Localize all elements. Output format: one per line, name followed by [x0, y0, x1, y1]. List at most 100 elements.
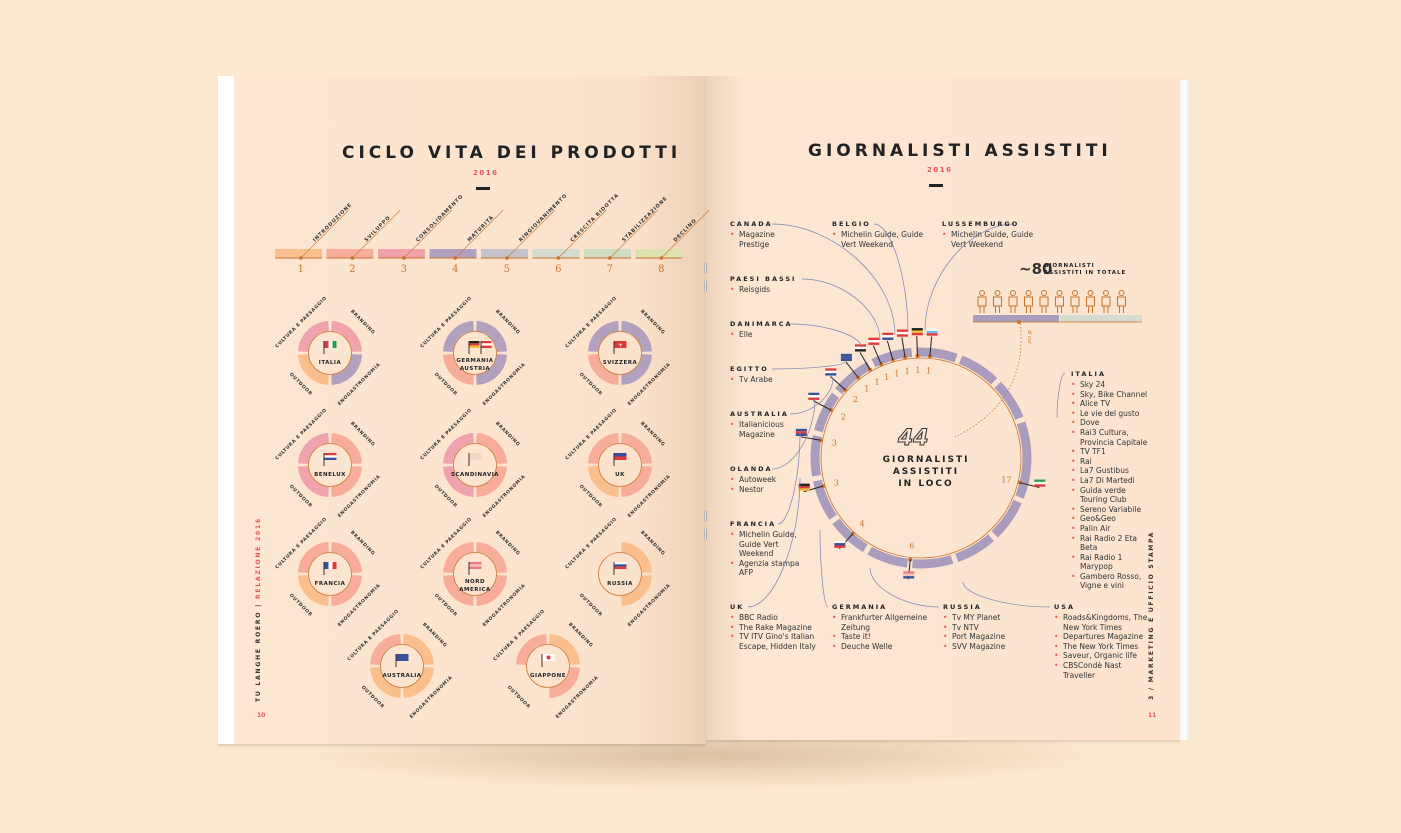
flag-stripe	[324, 455, 337, 458]
stage-leader-line	[661, 209, 710, 259]
media-item: The New York Times	[1054, 642, 1154, 652]
media-item: Geo&Geo	[1071, 514, 1151, 524]
stage-leader-line	[506, 209, 556, 259]
flag-pole	[886, 340, 894, 361]
person-head	[1072, 290, 1078, 296]
country-connector	[771, 223, 896, 336]
stage-leader-line	[403, 209, 453, 259]
donut-segment-tl	[443, 542, 475, 574]
stage-dot	[505, 256, 509, 260]
media-item: CBSCondè Nast Traveller	[1054, 661, 1154, 680]
ring-flag-stripe	[795, 433, 807, 437]
flag-pole	[901, 337, 906, 358]
ring-flag-stripe	[882, 337, 894, 340]
donut-inner-ring	[308, 552, 352, 596]
media-item: Palin Air	[1071, 524, 1151, 534]
person-icon	[1039, 290, 1049, 313]
donut-segment-tr	[475, 542, 507, 574]
media-item: BBC Radio	[730, 613, 825, 623]
stage-number: 6	[555, 264, 561, 275]
stage-number: 4	[452, 264, 458, 275]
donut-segment-bl	[298, 574, 330, 606]
stage-bar	[635, 249, 683, 258]
donut-inner-ring	[380, 644, 424, 688]
media-item: La7 Di Martedì	[1071, 476, 1151, 486]
country-heading: LUSSEMBURGO	[942, 220, 1020, 228]
person-body	[1008, 296, 1018, 307]
country-connector	[869, 567, 940, 608]
ring-flag-stripe	[795, 431, 807, 434]
donut-segment-tl	[588, 433, 620, 465]
media-list: Michelin Guide, Guide Vert Weekend	[942, 230, 1042, 249]
country-heading: BELGIO	[832, 220, 871, 228]
donut-segment-bl	[588, 353, 620, 385]
person-head	[1056, 290, 1063, 296]
donut-segment-tr	[475, 433, 507, 465]
flag-stripe	[328, 562, 333, 569]
media-list: Magazine Prestige	[730, 230, 790, 249]
media-item: Sky, Bike Channel	[1071, 390, 1151, 400]
media-item: Nestor	[730, 485, 815, 495]
ring-flag-stripe	[911, 330, 923, 333]
donut-inner-ring	[598, 552, 642, 596]
ring-value-label: 3	[832, 439, 837, 448]
right-page-title: GIORNALISTI ASSISTITI	[808, 141, 1112, 161]
market-name-2: AUSTRIA	[460, 366, 491, 372]
media-item: Agenzia stampa AFP	[730, 559, 800, 578]
left-page-number: 10	[257, 712, 266, 719]
right-page-number: 11	[1148, 712, 1157, 719]
person-head	[1103, 290, 1109, 296]
flag-stripe	[469, 345, 480, 348]
flag-emblem	[546, 655, 551, 660]
ring-flag-stripe	[911, 328, 923, 331]
media-item: TV TF1	[1071, 447, 1151, 457]
donut-segment-tr	[620, 542, 652, 574]
country-heading: EGITTO	[730, 365, 769, 373]
person-body	[993, 296, 1002, 307]
ring-flag-stripe	[834, 540, 846, 544]
ring-value-label: 2	[841, 413, 846, 422]
flag-stripe	[481, 341, 492, 344]
market-name: BENELUX	[314, 472, 346, 478]
person-icon	[993, 290, 1002, 313]
stage-dot	[402, 256, 406, 260]
staple-bottom	[704, 510, 707, 522]
person-head	[1118, 290, 1125, 296]
media-list: Italianicious Magazine	[730, 420, 790, 439]
donut-segment-tr	[548, 634, 580, 666]
person-head	[1087, 290, 1094, 296]
ring-value-label: 2	[853, 395, 858, 404]
market-name: RUSSIA	[607, 581, 633, 587]
person-icon	[1055, 290, 1064, 313]
flag-stripe	[328, 341, 333, 348]
stage-dot	[299, 256, 303, 260]
flag-pole	[872, 345, 882, 365]
media-item: La7 Gustibus	[1071, 466, 1151, 476]
donut-segment-bl	[588, 465, 620, 497]
market-name: SCANDINAVIA	[451, 472, 499, 478]
country-heading: ITALIA	[1071, 370, 1106, 378]
media-item: Sereno Variabile	[1071, 505, 1151, 515]
center-label-line-2: ASSISTITI	[892, 467, 960, 477]
person-body	[1024, 296, 1033, 307]
donut-segment-tr	[620, 321, 652, 353]
ring-value-label: 4	[860, 519, 865, 528]
donut-segment-bl	[443, 353, 475, 385]
person-body	[977, 296, 987, 307]
donut-segment-br	[620, 465, 652, 497]
donut-segment-bl	[298, 353, 330, 385]
flag-stripe	[481, 345, 492, 348]
flag-stripe	[614, 564, 627, 567]
donut-segment-br	[548, 666, 580, 698]
country-connector	[819, 529, 829, 608]
donut-segment-br	[330, 465, 362, 497]
flag-pole	[929, 336, 933, 357]
total-label-line-2: ASSISTITI IN TOTALE	[1044, 269, 1127, 276]
stage-bar	[429, 249, 477, 258]
flag-stripe	[469, 562, 482, 565]
media-item: Tv MY Planet	[943, 613, 1033, 623]
donut-segment-br	[330, 353, 362, 385]
ring-flag-stripe	[1034, 481, 1046, 485]
ring-flag-stripe	[825, 373, 837, 376]
